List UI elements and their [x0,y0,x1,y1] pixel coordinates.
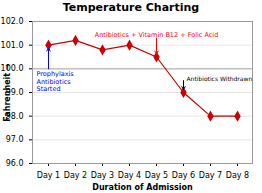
svg-text:Day 2: Day 2 [64,171,87,180]
svg-text:101.0: 101.0 [1,41,24,50]
svg-text:Day 1: Day 1 [37,171,60,180]
svg-text:96.0: 96.0 [6,159,24,168]
svg-text:Antibiotics Withdrawn: Antibiotics Withdrawn [187,75,253,82]
svg-text:Day 7: Day 7 [199,171,222,180]
svg-text:98.0: 98.0 [5,111,24,121]
svg-text:97.0: 97.0 [6,135,24,144]
svg-text:ProphylaxisAntibioticsStarted: ProphylaxisAntibioticsStarted [37,70,75,93]
html-text:Temperature Charting: Temperature Charting [62,1,200,14]
svg-text:Day 5: Day 5 [145,171,168,180]
svg-text:99.0: 99.0 [5,88,24,98]
svg-text:Antibiotics + Vitamin B12 + Fo: Antibiotics + Vitamin B12 + Folic Acid [95,31,219,39]
svg-text:Fahrenheit →: Fahrenheit → [3,63,12,122]
svg-text:Duration of Admission: Duration of Admission [92,183,193,192]
svg-text:Day 6: Day 6 [172,171,195,180]
svg-text:102.0: 102.0 [1,17,24,26]
svg-text:Day 8: Day 8 [226,171,249,180]
svg-text:Day 3: Day 3 [91,171,114,180]
svg-text:Day 4: Day 4 [118,171,141,180]
